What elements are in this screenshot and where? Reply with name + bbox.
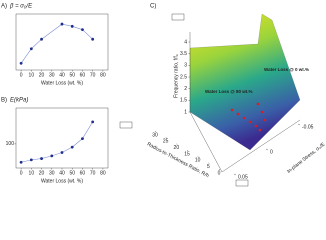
x-tick-label: 70 [90,170,96,176]
x-tick [186,149,189,152]
y-tick-label: 100 [6,141,15,147]
icon [171,13,185,21]
panel-label: C) [150,4,156,10]
x-tick [176,143,178,145]
y-axis-title: In-plane Stress, σ₀/E [286,141,326,175]
x-tick [197,156,199,158]
icon [119,121,133,129]
point [40,157,43,160]
point [29,47,33,51]
x-tick-label: 80 [100,72,106,78]
x-tick-label: 15 [184,151,190,157]
x-tick-label: 25 [163,139,169,145]
y-tick-label: 0 [270,149,273,155]
point [91,120,95,124]
point [50,154,54,158]
x-tick-label: 80 [100,170,106,176]
x-tick-label: 0 [20,170,23,176]
x-tick-label: 20 [174,145,180,151]
z-tick-label: 3 [184,63,187,69]
x-axis-title: Water Loss (wt. %) [41,178,83,184]
x-tick-label: 60 [80,170,86,176]
z-tick-label: 2.5 [180,74,187,80]
x-tick-label: 0 [20,72,23,78]
red-points [230,102,267,132]
plot-frame [15,13,109,71]
page: {"chart_data": [ {"type": "scatter", "pa… [1,3,326,187]
x-tick [218,168,221,171]
annotation: Water Loss @ 0 wt.% [264,67,309,72]
x-tick-label: 20 [39,72,45,78]
x-axis-title: Water Loss (wt. %) [41,80,83,86]
x-tick-label: 70 [90,72,96,78]
x-tick-label: 30 [49,170,55,176]
point [19,61,23,65]
point [60,151,64,154]
box-edge [189,32,301,173]
y-tick-label: 0.05 [238,174,248,180]
x-tick [208,162,210,164]
panel-label: A) [1,4,7,10]
x-tick [154,130,157,133]
y-tick [265,148,269,151]
z-tick-label: 1.5 [180,98,187,104]
x-tick-label: 5 [207,164,210,170]
z-tick-label: 2 [184,86,187,92]
y-axis-title: β = σ₀/E [9,4,33,10]
point [91,37,95,41]
y-tick-label: -0.05 [302,124,314,130]
x-tick-label: 10 [195,158,201,164]
point [81,137,84,141]
icon [235,179,249,187]
x-tick-label: 50 [69,72,75,78]
y-tick [297,123,301,126]
x-tick-label: 10 [29,72,35,78]
point [60,22,64,26]
plot-frame [15,107,109,169]
surface [189,13,301,151]
z-tick-label: 3.5 [180,51,187,57]
point [81,28,84,32]
x-tick-label: 10 [29,170,35,176]
x-tick-label: 40 [59,170,65,176]
annotation: Water Loss @ 80 wt.% [205,89,252,94]
series-line [21,121,93,163]
y-axis-title: E(kPa) [10,98,28,104]
point [40,37,43,41]
x-tick-label: 20 [39,170,45,176]
point [70,24,74,28]
z-axis-title: Frequency ratio, f/f₀ [173,54,179,98]
panel-label: B) [1,98,7,104]
z-tick-label: 4 [184,39,187,45]
point [19,160,23,164]
x-tick [165,137,167,139]
x-tick-label: 40 [59,72,65,78]
x-tick-label: 30 [152,132,158,138]
point [29,158,33,162]
x-tick-label: 50 [69,170,75,176]
y-tick [233,173,237,176]
x-tick-label: 60 [80,72,86,78]
z-tick-label: 1 [184,109,187,115]
x-tick-label: 0 [218,170,221,176]
x-tick-label: 30 [49,72,55,78]
point [70,145,74,149]
